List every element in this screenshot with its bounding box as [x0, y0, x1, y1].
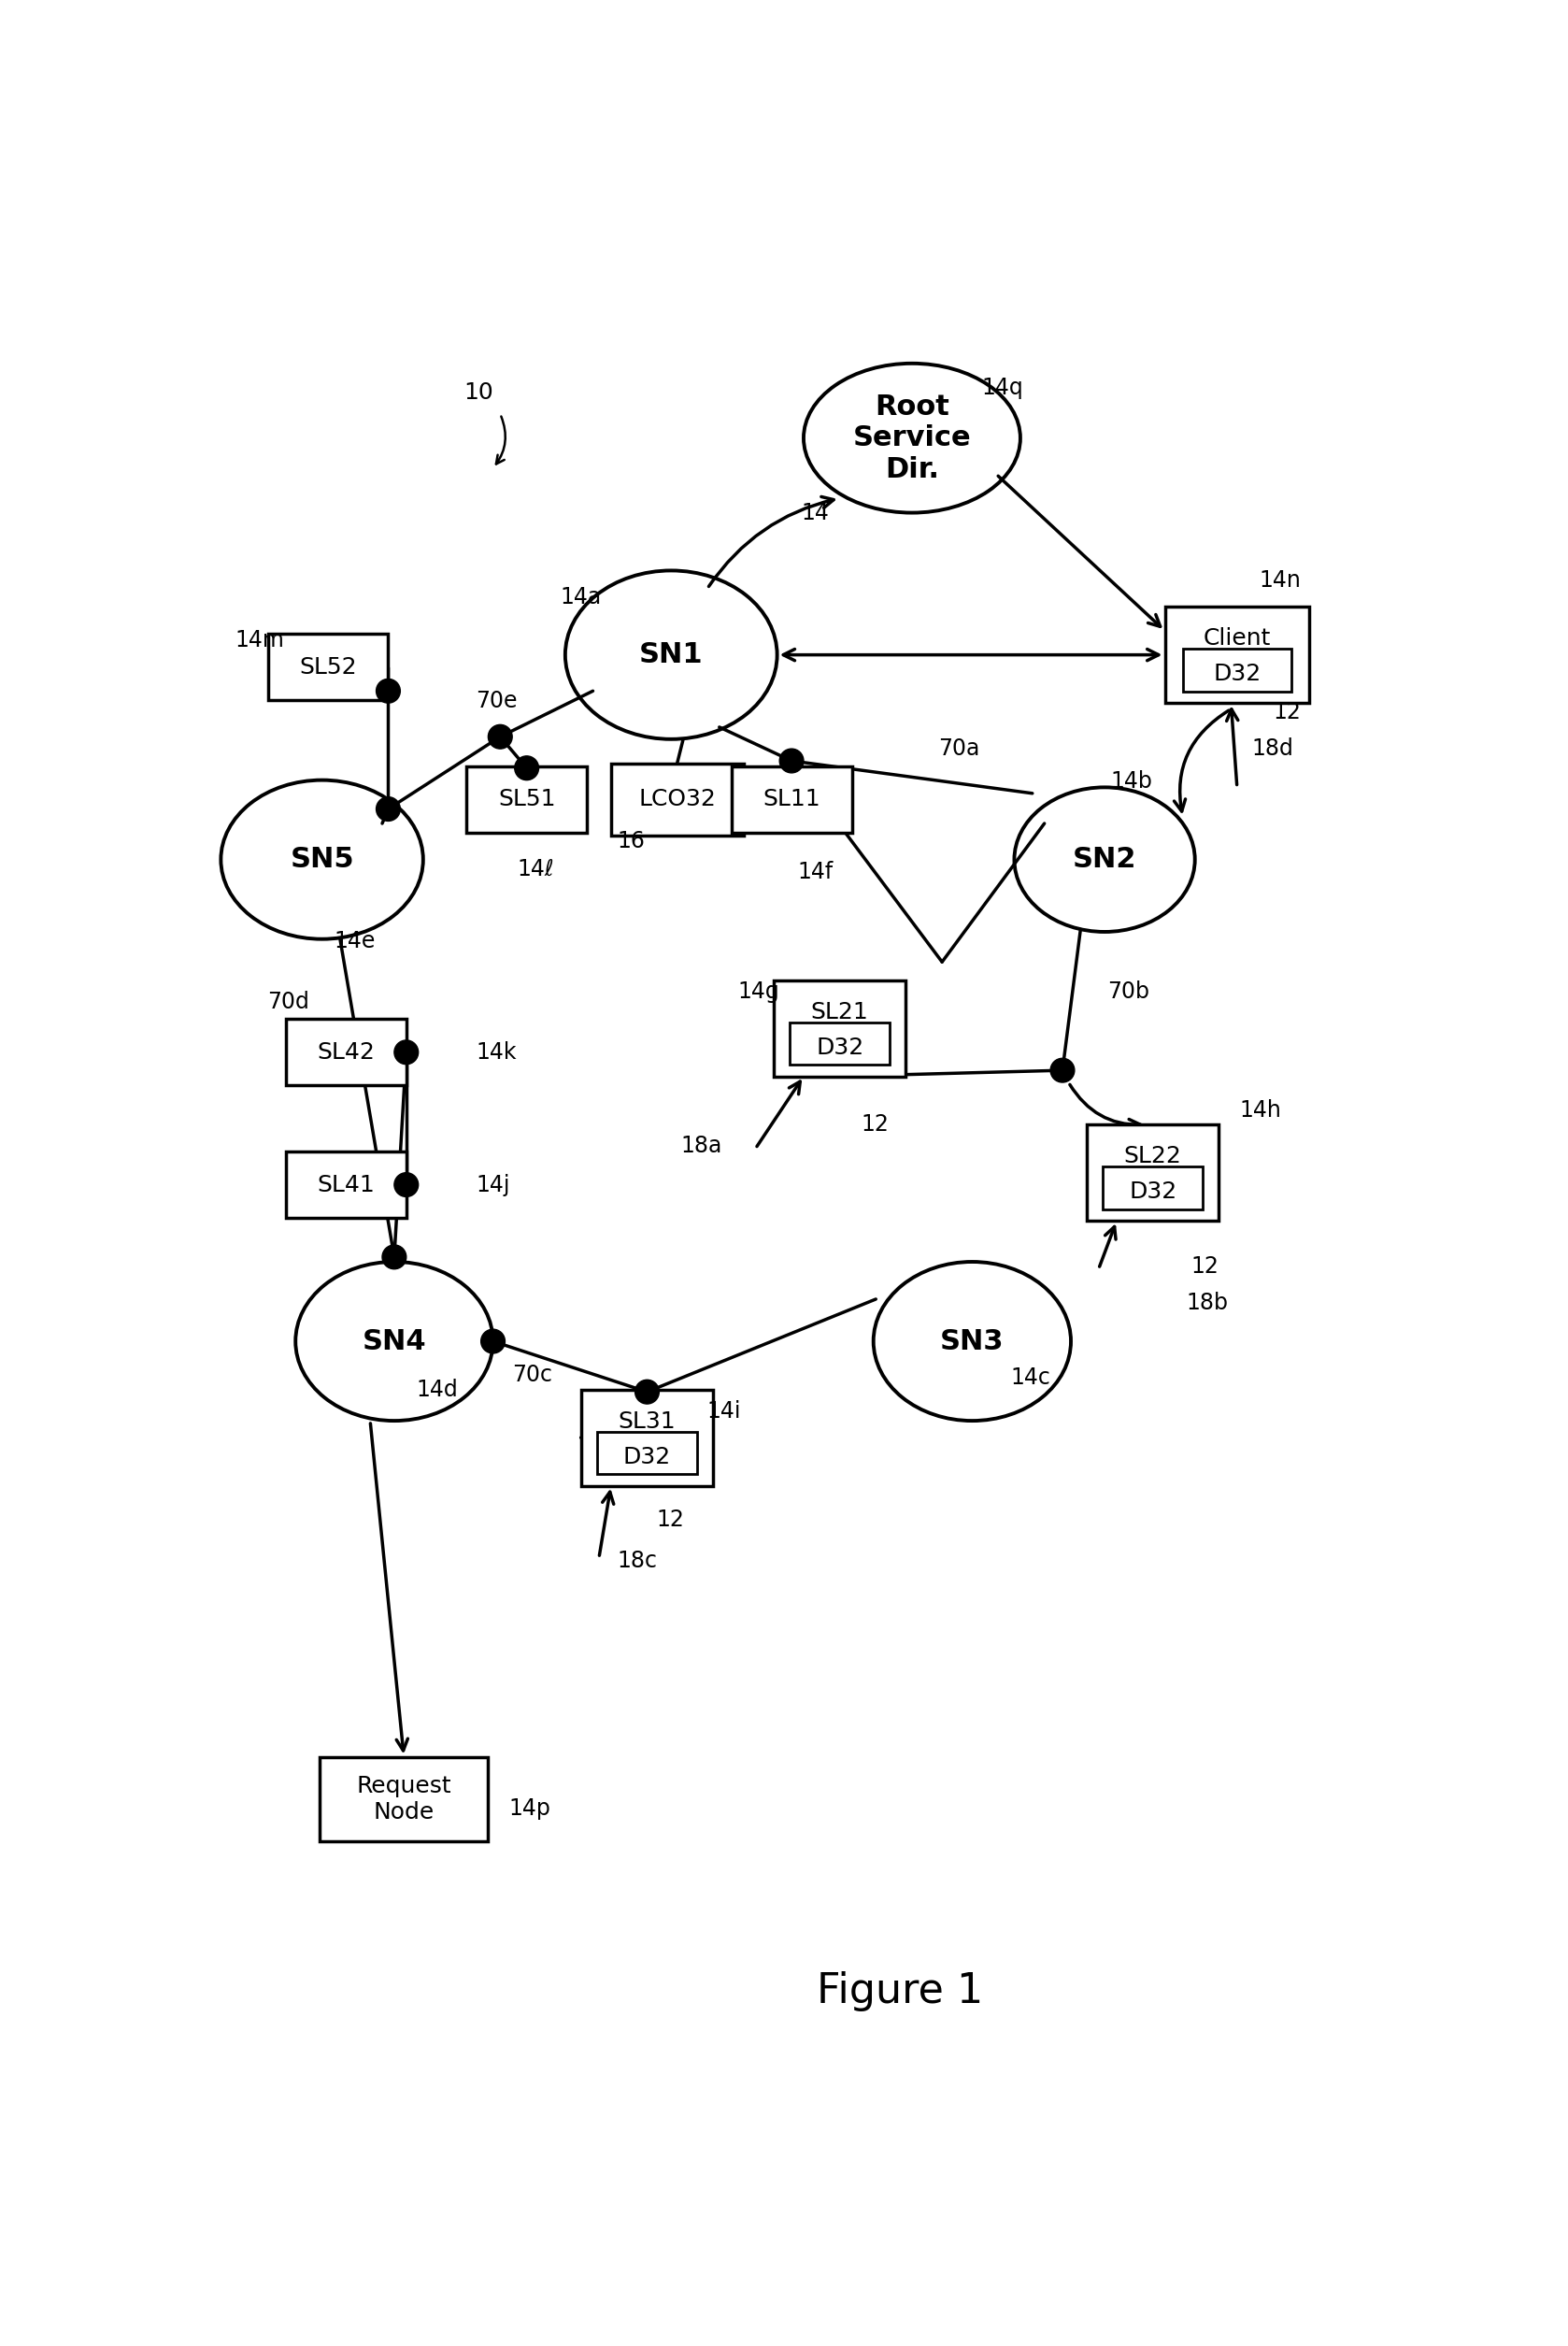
Text: 14h: 14h	[1239, 1098, 1281, 1121]
Bar	[612, 762, 743, 835]
Text: 14b: 14b	[1110, 769, 1152, 793]
Circle shape	[394, 1173, 419, 1196]
Text: D32: D32	[1129, 1180, 1176, 1203]
Circle shape	[383, 1246, 406, 1269]
Bar	[1182, 650, 1290, 692]
Text: SL52: SL52	[299, 655, 358, 678]
Bar	[1165, 608, 1309, 704]
Bar	[597, 1431, 696, 1473]
Text: SL11: SL11	[762, 788, 820, 812]
Text: 18b: 18b	[1187, 1293, 1228, 1314]
Text: SL31: SL31	[618, 1410, 676, 1433]
Text: SL51: SL51	[499, 788, 555, 812]
Text: 14d: 14d	[416, 1377, 458, 1401]
Text: SL42: SL42	[317, 1042, 375, 1063]
Text: D32: D32	[1214, 664, 1261, 685]
Text: 14i: 14i	[707, 1401, 742, 1422]
Text: SL21: SL21	[811, 1002, 869, 1023]
Text: 10: 10	[464, 380, 494, 404]
Text: 18d: 18d	[1251, 737, 1294, 760]
Text: 12: 12	[861, 1114, 889, 1135]
Text: SL22: SL22	[1124, 1145, 1182, 1168]
Bar	[790, 1023, 889, 1065]
Bar	[1087, 1124, 1218, 1220]
Bar	[466, 767, 586, 833]
Bar	[580, 1389, 713, 1485]
Text: 70b: 70b	[1107, 981, 1149, 1004]
Text: 12: 12	[1192, 1255, 1220, 1279]
Circle shape	[488, 725, 513, 748]
Text: 14p: 14p	[508, 1797, 550, 1820]
Text: 18c: 18c	[616, 1548, 657, 1572]
Circle shape	[514, 755, 539, 781]
Text: D32: D32	[815, 1037, 864, 1058]
Text: Request
Node: Request Node	[356, 1774, 452, 1823]
Text: Client: Client	[1203, 626, 1270, 650]
Circle shape	[481, 1330, 505, 1354]
Text: 14: 14	[801, 502, 829, 523]
Text: 14n: 14n	[1259, 570, 1300, 591]
Circle shape	[779, 748, 803, 772]
Text: SN5: SN5	[290, 847, 354, 873]
Bar	[731, 767, 851, 833]
Text: 14g: 14g	[737, 981, 779, 1004]
Text: D32: D32	[622, 1445, 671, 1469]
Text: 18a: 18a	[681, 1135, 723, 1157]
Text: 14m: 14m	[235, 629, 285, 652]
Bar	[1104, 1166, 1203, 1208]
Text: SN3: SN3	[941, 1328, 1004, 1356]
Text: Root
Service
Dir.: Root Service Dir.	[853, 394, 971, 483]
Text: LCO32: LCO32	[638, 788, 717, 812]
Text: SN1: SN1	[640, 640, 702, 669]
Text: 14a: 14a	[560, 586, 602, 608]
Text: SN4: SN4	[362, 1328, 426, 1356]
Circle shape	[376, 798, 400, 821]
Text: 70e: 70e	[477, 690, 517, 711]
Text: 14q: 14q	[982, 375, 1024, 399]
Text: 14c: 14c	[1011, 1365, 1051, 1389]
Bar	[320, 1757, 488, 1842]
Text: 14ℓ: 14ℓ	[517, 859, 554, 880]
Bar	[285, 1018, 406, 1086]
Circle shape	[635, 1379, 659, 1403]
Text: 14e: 14e	[334, 931, 375, 952]
Text: 70c: 70c	[513, 1363, 552, 1386]
Text: SL41: SL41	[317, 1173, 375, 1196]
Text: Figure 1: Figure 1	[817, 1971, 983, 2011]
Circle shape	[376, 678, 400, 704]
Circle shape	[1051, 1058, 1074, 1082]
Bar	[285, 1152, 406, 1218]
Bar	[773, 981, 906, 1077]
Text: 16: 16	[616, 830, 644, 852]
Text: 12: 12	[657, 1508, 685, 1530]
Text: 12: 12	[1273, 701, 1301, 725]
Bar	[268, 633, 389, 699]
Text: 14f: 14f	[798, 861, 833, 882]
Text: 70a: 70a	[939, 737, 980, 760]
Text: 70d: 70d	[268, 990, 310, 1013]
Text: 14j: 14j	[477, 1173, 510, 1196]
Circle shape	[394, 1039, 419, 1065]
Text: 14k: 14k	[477, 1042, 517, 1063]
Text: SN2: SN2	[1073, 847, 1137, 873]
